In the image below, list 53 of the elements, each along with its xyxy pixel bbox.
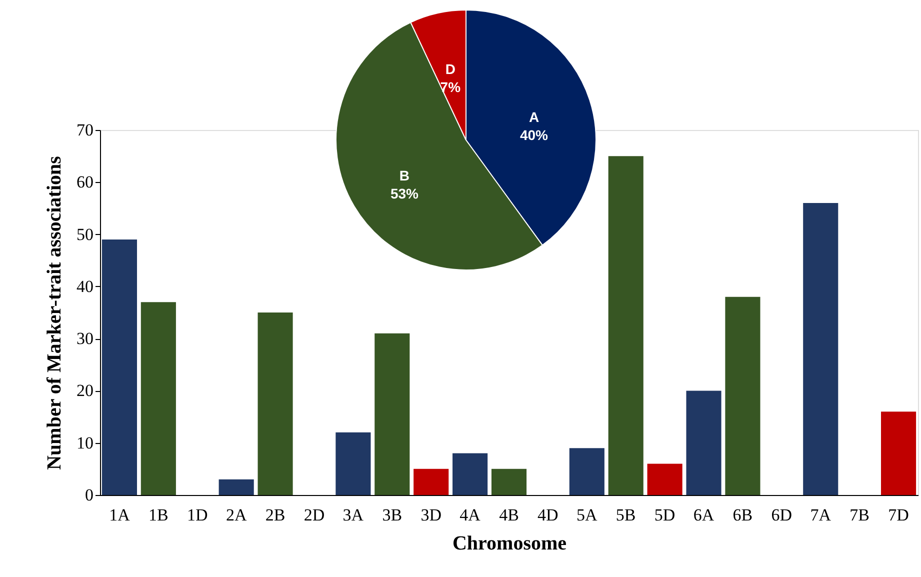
x-tick-label: 3B	[382, 506, 402, 524]
bar	[569, 448, 604, 495]
bar	[258, 312, 293, 495]
bar	[414, 468, 449, 495]
x-tick-label: 6B	[732, 506, 753, 524]
bar	[880, 412, 916, 495]
bar	[491, 468, 527, 495]
bar	[647, 464, 682, 495]
y-tick-label: 10	[76, 433, 94, 452]
x-tick-label: 4D	[538, 506, 558, 524]
x-tick-label: 6D	[771, 506, 792, 524]
bar	[725, 296, 760, 495]
slice-label: B	[399, 167, 410, 184]
bar	[102, 240, 138, 495]
y-tick-label: 70	[76, 120, 94, 140]
slice-label: A	[528, 108, 540, 125]
data-label: 40%	[520, 126, 549, 143]
y-tick-label: 50	[76, 224, 94, 244]
x-tick-label: 3A	[342, 506, 364, 524]
y-tick-label: 20	[76, 381, 94, 400]
bar	[452, 453, 488, 495]
x-tick-label: 2B	[265, 506, 286, 524]
x-tick-label: 5A	[576, 506, 598, 524]
y-tick-label: 0	[85, 486, 94, 504]
x-tick-label: 2D	[304, 506, 325, 524]
x-tick-label: 3D	[420, 506, 442, 524]
x-tick-label: 5B	[616, 506, 636, 524]
bar	[374, 333, 410, 495]
bar	[803, 203, 838, 495]
y-axis-title: Number of Marker-trait associations	[44, 156, 66, 470]
x-tick-label: 7B	[850, 506, 870, 524]
x-tick-label: 6A	[693, 506, 715, 524]
x-tick-label: 1B	[148, 506, 168, 524]
x-tick-label: 2A	[226, 506, 248, 524]
x-tick-label: 4B	[499, 506, 519, 524]
x-tick-label: 4A	[460, 506, 482, 524]
x-tick-label: 1A	[109, 506, 131, 524]
x-tick-label: 7A	[810, 506, 832, 524]
data-label: 7%	[440, 79, 462, 96]
x-tick-label: 1D	[186, 506, 208, 524]
x-axis-title: Chromosome	[452, 532, 567, 554]
y-tick-label: 30	[76, 329, 94, 348]
y-tick-label: 60	[76, 172, 94, 192]
x-tick-label: 5D	[654, 506, 676, 524]
data-label: 53%	[390, 185, 420, 202]
bar	[218, 479, 254, 495]
bar	[140, 302, 176, 495]
bar	[336, 432, 371, 495]
bar	[608, 156, 644, 495]
bar	[686, 390, 722, 495]
slice-label: D	[445, 61, 456, 78]
x-tick-label: 7D	[888, 506, 909, 524]
y-tick-label: 40	[76, 276, 94, 296]
